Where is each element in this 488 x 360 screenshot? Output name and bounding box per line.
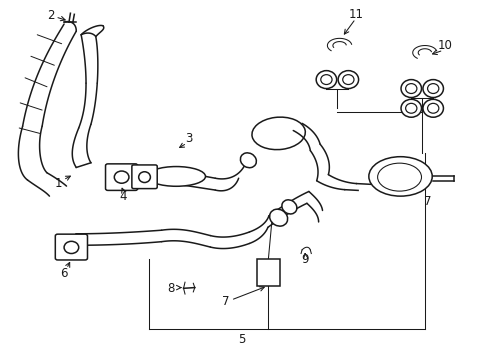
Text: 3: 3: [184, 132, 192, 145]
Text: 2: 2: [47, 9, 55, 22]
Text: 10: 10: [437, 39, 452, 52]
Ellipse shape: [400, 99, 421, 117]
Text: 7: 7: [423, 195, 431, 208]
Ellipse shape: [368, 157, 431, 196]
Ellipse shape: [316, 71, 336, 89]
Ellipse shape: [337, 71, 358, 89]
Ellipse shape: [427, 84, 438, 94]
Ellipse shape: [405, 84, 416, 94]
Ellipse shape: [269, 209, 287, 226]
Text: 7: 7: [222, 296, 229, 309]
Ellipse shape: [422, 99, 443, 117]
FancyBboxPatch shape: [55, 234, 87, 260]
Text: 11: 11: [348, 8, 364, 21]
Text: 9: 9: [301, 253, 308, 266]
Ellipse shape: [147, 167, 205, 186]
Ellipse shape: [240, 153, 256, 168]
Ellipse shape: [405, 103, 416, 113]
Ellipse shape: [139, 172, 150, 183]
Ellipse shape: [422, 80, 443, 98]
Ellipse shape: [320, 75, 331, 85]
Ellipse shape: [251, 117, 305, 150]
Text: 1: 1: [54, 177, 62, 190]
Ellipse shape: [400, 80, 421, 98]
FancyBboxPatch shape: [132, 165, 157, 189]
Ellipse shape: [377, 163, 421, 191]
Text: 8: 8: [167, 282, 175, 295]
Ellipse shape: [64, 241, 79, 253]
Text: 6: 6: [60, 267, 68, 280]
Text: 4: 4: [120, 190, 127, 203]
Ellipse shape: [342, 75, 353, 85]
Ellipse shape: [114, 171, 129, 183]
Bar: [256, 259, 280, 286]
Text: 5: 5: [237, 333, 245, 346]
Ellipse shape: [281, 200, 296, 214]
FancyBboxPatch shape: [105, 164, 138, 190]
Ellipse shape: [427, 103, 438, 113]
